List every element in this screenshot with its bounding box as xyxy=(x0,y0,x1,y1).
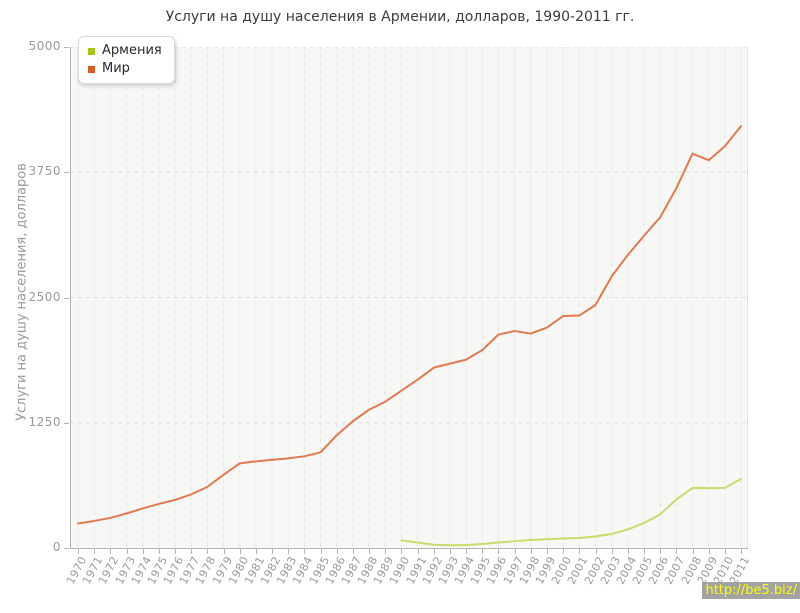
x-tick xyxy=(563,549,565,554)
y-tick xyxy=(64,297,69,299)
x-tick xyxy=(385,549,387,554)
x-tick xyxy=(158,549,160,554)
legend-label-mir: Мир xyxy=(102,61,130,76)
x-tick xyxy=(369,549,371,554)
x-tick xyxy=(627,549,629,554)
x-tick xyxy=(110,549,112,554)
x-axis-line xyxy=(70,548,748,549)
x-tick xyxy=(482,549,484,554)
x-tick xyxy=(352,549,354,554)
x-tick xyxy=(304,549,306,554)
y-tick xyxy=(64,47,69,48)
x-tick xyxy=(530,549,532,554)
series-line-armenia xyxy=(400,477,742,547)
series-line-mir xyxy=(77,125,742,525)
x-tick xyxy=(94,549,96,554)
x-tick xyxy=(741,549,742,554)
x-tick xyxy=(223,549,225,554)
x-tick xyxy=(595,549,597,554)
x-tick xyxy=(644,549,645,554)
x-tick xyxy=(272,549,273,554)
x-tick xyxy=(466,549,468,554)
legend-swatch-armenia xyxy=(88,47,95,55)
legend-item-mir: Мир xyxy=(88,60,162,78)
y-tick-label: 5000 xyxy=(28,39,61,53)
x-tick xyxy=(692,549,694,554)
x-tick xyxy=(175,549,176,554)
x-tick xyxy=(676,549,678,554)
y-tick-label: 0 xyxy=(52,540,61,554)
y-axis-line xyxy=(70,47,71,549)
x-tick xyxy=(660,549,662,554)
y-tick-label: 2500 xyxy=(28,289,61,304)
legend-label-armenia: Армения xyxy=(102,43,162,58)
watermark-link[interactable]: http://be5.biz/ xyxy=(702,582,800,599)
x-tick xyxy=(708,549,710,554)
x-tick xyxy=(579,549,581,554)
y-tick xyxy=(64,422,69,424)
x-tick xyxy=(336,549,338,554)
x-tick xyxy=(142,549,144,554)
y-tick xyxy=(64,548,69,549)
chart-title: Услуги на душу населения в Армении, долл… xyxy=(165,9,635,25)
legend-swatch-mir xyxy=(88,65,95,73)
x-tick xyxy=(547,549,548,554)
x-tick xyxy=(207,549,209,554)
x-tick xyxy=(449,549,451,554)
x-tick xyxy=(401,549,403,554)
plot-area xyxy=(70,47,748,548)
x-tick xyxy=(78,549,79,554)
x-tick xyxy=(514,549,516,554)
x-tick xyxy=(417,549,419,554)
x-tick xyxy=(320,549,322,554)
y-tick-label: 3750 xyxy=(28,164,61,179)
y-tick-label: 1250 xyxy=(28,414,61,429)
x-tick xyxy=(191,549,193,554)
x-tick xyxy=(239,549,241,554)
x-tick xyxy=(126,549,128,554)
x-tick xyxy=(433,549,435,554)
legend: Армения Мир xyxy=(78,36,175,84)
chart-canvas xyxy=(70,47,747,548)
legend-item-armenia: Армения xyxy=(88,42,162,60)
x-tick xyxy=(611,549,613,554)
y-tick xyxy=(64,172,69,174)
x-tick xyxy=(255,549,257,554)
x-tick xyxy=(288,549,290,554)
x-tick xyxy=(724,549,726,554)
x-tick xyxy=(498,549,500,554)
